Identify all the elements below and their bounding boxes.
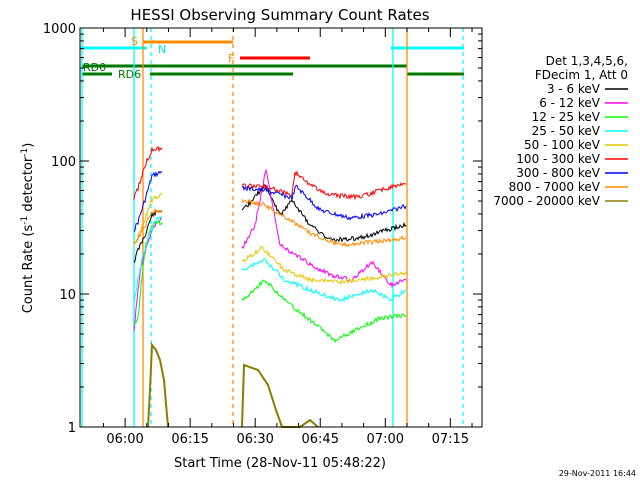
series-4-segment-1 xyxy=(133,192,163,247)
series-3-segment-2 xyxy=(241,258,406,303)
state-bars xyxy=(80,40,464,76)
legend-header-line-2: FDecim 1, Att 0 xyxy=(535,68,628,82)
y-axis-ticks: 1 10 100 1000 xyxy=(43,22,482,436)
x-tick-label-1: 06:15 xyxy=(171,432,208,447)
series-8-segment-2 xyxy=(241,363,319,428)
x-tick-label-3: 06:45 xyxy=(302,432,339,447)
series-6-segment-1 xyxy=(133,170,163,233)
x-tick-label-2: 06:30 xyxy=(236,432,273,447)
state-label-rd6: RD6 xyxy=(118,68,141,81)
state-label-f: F xyxy=(228,52,234,65)
state-vertical-lines xyxy=(81,28,464,427)
legend-label-2: 12 - 25 keV xyxy=(532,110,601,124)
series-2-segment-2 xyxy=(241,279,407,343)
plot-frame xyxy=(79,27,483,428)
series-0-segment-2 xyxy=(241,184,407,243)
y-axis-label-mid: detector xyxy=(21,156,36,216)
y-axis-label-main: Count Rate (s xyxy=(21,225,36,314)
y-axis-label-sup2: -1 xyxy=(20,148,30,157)
legend-label-8: 7000 - 20000 keV xyxy=(493,194,600,208)
state-label-s: S xyxy=(131,35,138,48)
state-labels: S N F RD0 RD6 xyxy=(83,35,234,81)
legend-header-line-1: Det 1,3,4,5,6, xyxy=(546,54,628,68)
series-8-segment-1 xyxy=(147,342,169,428)
y-axis-label: Count Rate (s-1 detector-1) xyxy=(20,143,36,314)
legend-label-6: 300 - 800 keV xyxy=(516,166,600,180)
x-axis-ticks: 06:00 06:15 06:30 06:45 07:00 07:15 xyxy=(102,28,473,447)
y-axis-label-end: ) xyxy=(21,143,36,148)
series-6-segment-2 xyxy=(241,184,407,221)
x-axis-label: Start Time (28-Nov-11 05:48:22) xyxy=(174,456,386,471)
x-tick-label-5: 07:15 xyxy=(432,432,469,447)
legend-label-0: 3 - 6 keV xyxy=(547,82,601,96)
series-3-segment-1 xyxy=(133,215,163,304)
state-label-rd0: RD0 xyxy=(83,61,106,74)
timestamp: 29-Nov-2011 16:44 xyxy=(559,469,636,478)
legend-label-5: 100 - 300 keV xyxy=(516,152,600,166)
legend-label-4: 50 - 100 keV xyxy=(524,138,601,152)
plot-area: 06:00 06:15 06:30 06:45 07:00 07:15 1 10 100 100… xyxy=(43,22,483,447)
series-7-segment-2 xyxy=(241,198,407,248)
y-tick-label-2: 100 xyxy=(51,155,76,170)
series-1-segment-2 xyxy=(241,168,407,289)
y-axis-label-sup1: -1 xyxy=(20,216,30,225)
series-4-segment-2 xyxy=(241,246,407,285)
x-tick-label-0: 06:00 xyxy=(106,432,143,447)
y-tick-label-0: 1 xyxy=(68,421,76,436)
state-label-n: N xyxy=(158,43,166,56)
legend-label-3: 25 - 50 keV xyxy=(532,124,601,138)
legend: Det 1,3,4,5,6, FDecim 1, Att 0 3 - 6 keV… xyxy=(493,54,628,208)
y-tick-label-1: 10 xyxy=(59,288,76,303)
chart-title: HESSI Observing Summary Count Rates xyxy=(130,6,429,24)
x-tick-label-4: 07:00 xyxy=(367,432,404,447)
series-7-segment-1 xyxy=(133,207,163,245)
legend-label-7: 800 - 7000 keV xyxy=(509,180,601,194)
series-5-segment-2 xyxy=(241,169,406,201)
series-lines xyxy=(133,145,407,428)
series-5-segment-1 xyxy=(133,145,163,200)
y-tick-label-3: 1000 xyxy=(43,22,76,37)
legend-label-1: 6 - 12 keV xyxy=(539,96,601,110)
